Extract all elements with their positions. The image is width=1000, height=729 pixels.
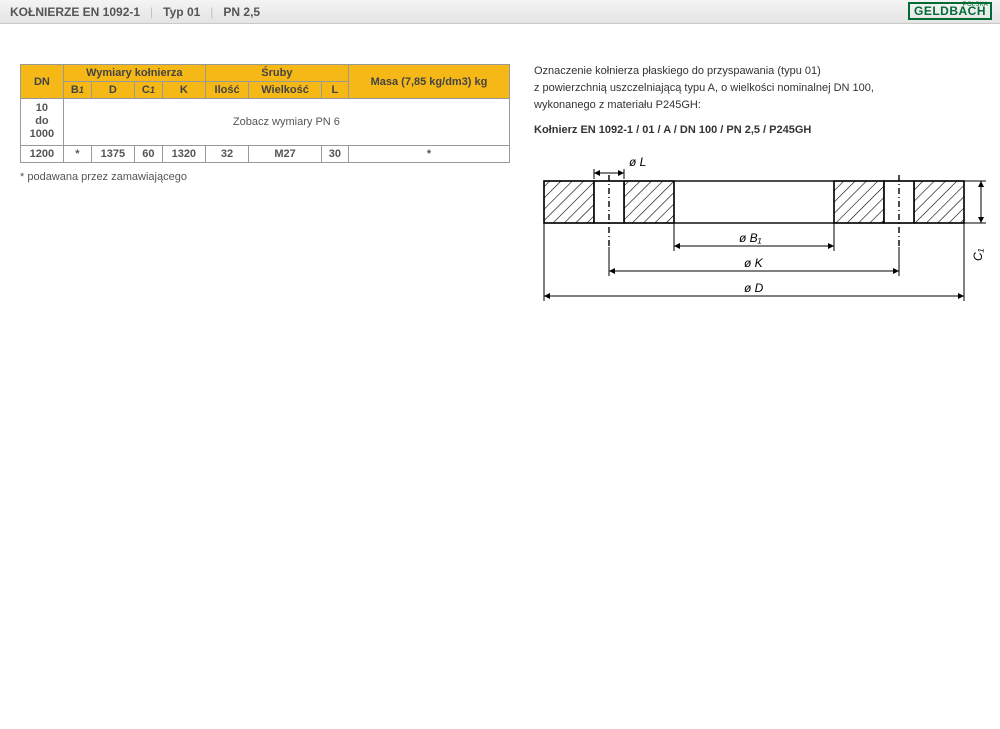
description: Oznaczenie kołnierza płaskiego do przysp…: [534, 64, 994, 137]
desc-line3: wykonanego z materiału P245GH:: [534, 98, 994, 113]
label-oB1: ø B₁: [739, 231, 762, 245]
col-k: K: [162, 82, 205, 99]
col-l: L: [321, 82, 348, 99]
col-dn: DN: [21, 65, 64, 99]
r2-qty: 32: [205, 145, 249, 162]
footnote: * podawana przez zamawiającego: [20, 171, 510, 183]
col-d: D: [91, 82, 134, 99]
label-oD: ø D: [744, 281, 764, 295]
label-oK: ø K: [744, 256, 764, 270]
row1-text: Zobacz wymiary PN 6: [63, 99, 509, 146]
col-c1: C1: [134, 82, 162, 99]
group-mass: Masa (7,85 kg/dm3) kg: [348, 65, 509, 99]
brand-small: POLSKA: [963, 0, 988, 12]
row1-dn: 10do1000: [21, 99, 64, 146]
header-type: Typ 01: [163, 5, 200, 19]
left-column: DN Wymiary kołnierza Śruby Masa (7,85 kg…: [20, 64, 510, 344]
r2-mass: *: [348, 145, 509, 162]
separator: |: [150, 5, 153, 19]
group-bolts: Śruby: [205, 65, 348, 82]
group-dims: Wymiary kołnierza: [63, 65, 205, 82]
content: DN Wymiary kołnierza Śruby Masa (7,85 kg…: [0, 24, 1000, 344]
col-size: Wielkość: [249, 82, 321, 99]
r2-size: M27: [249, 145, 321, 162]
col-b1: B1: [63, 82, 91, 99]
desc-line2: z powierzchnią uszczelniającą typu A, o …: [534, 81, 994, 96]
r2-k: 1320: [162, 145, 205, 162]
col-qty: Ilość: [205, 82, 249, 99]
spec-table: DN Wymiary kołnierza Śruby Masa (7,85 kg…: [20, 64, 510, 163]
header-title: KOŁNIERZE EN 1092-1: [10, 5, 140, 19]
right-column: Oznaczenie kołnierza płaskiego do przysp…: [534, 64, 994, 344]
r2-c1: 60: [134, 145, 162, 162]
desc-line1: Oznaczenie kołnierza płaskiego do przysp…: [534, 64, 994, 79]
separator: |: [210, 5, 213, 19]
flange-diagram: ø L ø B₁ ø K: [534, 151, 994, 344]
r2-l: 30: [321, 145, 348, 162]
brand-logo: POLSKA GELDBACH: [908, 2, 992, 20]
header-bar: KOŁNIERZE EN 1092-1 | Typ 01 | PN 2,5 PO…: [0, 0, 1000, 24]
designation: Kołnierz EN 1092-1 / 01 / A / DN 100 / P…: [534, 123, 994, 138]
label-oL: ø L: [629, 155, 646, 169]
r2-b1: *: [63, 145, 91, 162]
header-pn: PN 2,5: [223, 5, 260, 19]
label-C1: C₁: [971, 249, 985, 262]
r2-dn: 1200: [21, 145, 64, 162]
r2-d: 1375: [91, 145, 134, 162]
